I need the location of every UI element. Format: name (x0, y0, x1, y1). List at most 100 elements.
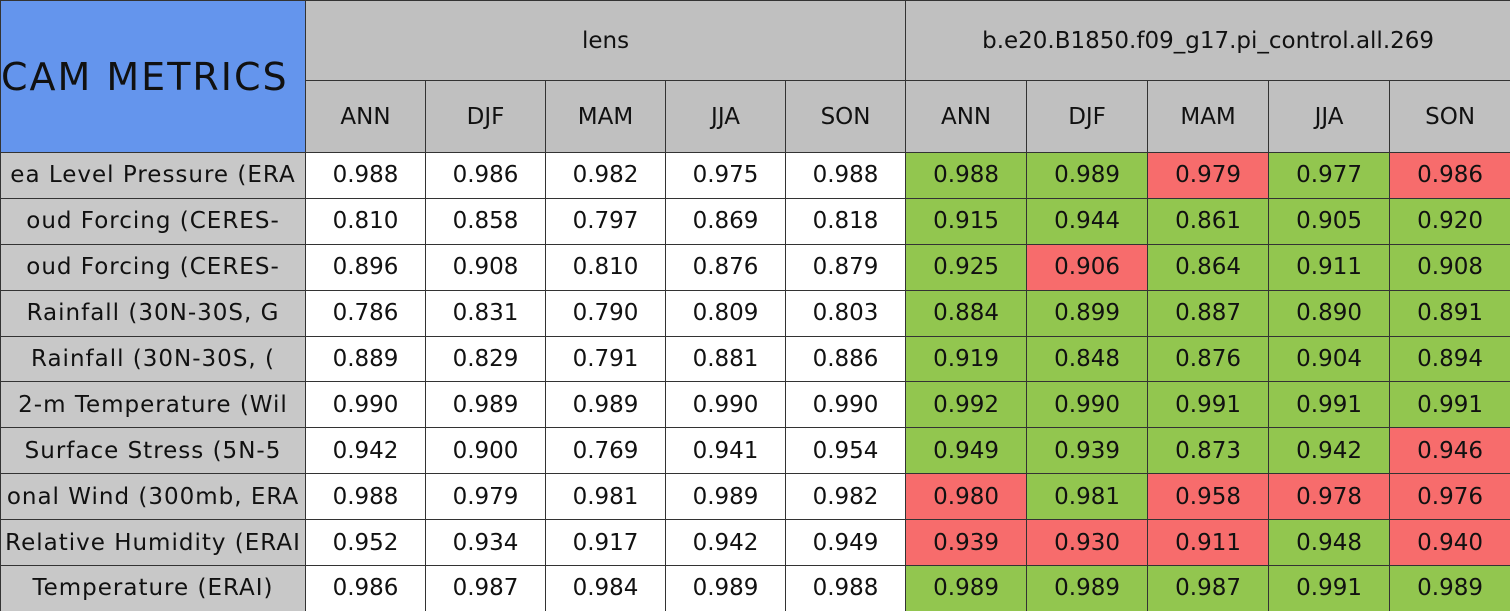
run-cell: 0.920 (1389, 197, 1510, 245)
lens-cell: 0.879 (784, 243, 907, 291)
group-header: lens (304, 0, 907, 81)
run-cell: 0.989 (905, 565, 1028, 611)
data-row: Relative Humidity (ERAI 0.952 0.934 0.917 0.… (0, 519, 1510, 567)
run-cell: 0.894 (1389, 335, 1510, 383)
run-cell: 0.911 (1268, 243, 1391, 291)
run-cell: 0.992 (905, 381, 1028, 429)
lens-cell: 0.975 (665, 152, 786, 199)
run-cell: 0.978 (1268, 473, 1391, 521)
run-cell: 0.989 (1389, 565, 1510, 611)
run-cell: 0.906 (1026, 243, 1149, 291)
row-label: oud Forcing (CERES- (0, 243, 306, 291)
lens-cell: 0.908 (425, 243, 546, 291)
lens-cell: 0.803 (784, 289, 907, 337)
lens-cell: 0.988 (305, 473, 426, 521)
run-cell: 0.911 (1147, 519, 1270, 567)
row-label: Relative Humidity (ERAI (0, 519, 306, 567)
data-row: Rainfall (30N-30S, (0.889 0.829 0.791 0.881… (0, 335, 1510, 383)
data-row: Rainfall (30N-30S, G 0.786 0.831 0.790 0.809… (0, 289, 1510, 337)
lens-cell: 0.791 (545, 335, 666, 383)
season-header: DJF (1026, 80, 1149, 153)
run-cell: 0.944 (1026, 197, 1149, 245)
run-cell: 0.990 (1026, 381, 1149, 429)
group-header-row: CAM METRICS lens b.e20.B1850.f09_g17.pi_c… (0, 0, 1510, 153)
lens-cell: 0.982 (784, 473, 907, 521)
run-cell: 0.899 (1026, 289, 1149, 337)
lens-cell: 0.769 (545, 427, 666, 475)
season-header: JJA (1268, 80, 1391, 153)
lens-cell: 0.990 (305, 381, 426, 429)
run-cell: 0.930 (1026, 519, 1149, 567)
lens-cell: 0.858 (425, 197, 546, 245)
lens-cell: 0.986 (425, 152, 546, 199)
lens-cell: 0.869 (665, 197, 786, 245)
lens-cell: 0.952 (305, 519, 426, 567)
season-header: DJF (425, 80, 546, 153)
run-cell: 0.890 (1268, 289, 1391, 337)
season-header: JJA (665, 80, 786, 153)
run-cell: 0.991 (1147, 381, 1270, 429)
row-label: ea Level Pressure (ERA (0, 152, 306, 199)
lens-cell: 0.989 (425, 381, 546, 429)
run-cell: 0.986 (1389, 152, 1510, 199)
lens-cell: 0.941 (665, 427, 786, 475)
lens-cell: 0.949 (784, 519, 907, 567)
lens-cell: 0.981 (545, 473, 666, 521)
run-cell: 0.939 (1026, 427, 1149, 475)
data-row: ea Level Pressure (ERA 0.988 0.986 0.982 0.9… (0, 152, 1510, 199)
lens-cell: 0.989 (665, 473, 786, 521)
group-header: b.e20.B1850.f09_g17.pi_control.all.269 (905, 0, 1510, 81)
data-row: Surface Stress (5N-5 0.942 0.900 0.769 0.941… (0, 427, 1510, 475)
run-cell: 0.979 (1147, 152, 1270, 199)
run-cell: 0.887 (1147, 289, 1270, 337)
run-cell: 0.876 (1147, 335, 1270, 383)
lens-cell: 0.990 (665, 381, 786, 429)
run-cell: 0.925 (905, 243, 1028, 291)
run-cell: 0.942 (1268, 427, 1391, 475)
run-cell: 0.915 (905, 197, 1028, 245)
season-header: MAM (545, 80, 666, 153)
lens-cell: 0.989 (665, 565, 786, 611)
run-cell: 0.976 (1389, 473, 1510, 521)
run-cell: 0.949 (905, 427, 1028, 475)
run-cell: 0.891 (1389, 289, 1510, 337)
lens-cell: 0.810 (305, 197, 426, 245)
lens-cell: 0.987 (425, 565, 546, 611)
lens-cell: 0.786 (305, 289, 426, 337)
run-cell: 0.988 (905, 152, 1028, 199)
season-header: ANN (905, 80, 1028, 153)
run-cell: 0.873 (1147, 427, 1270, 475)
lens-cell: 0.979 (425, 473, 546, 521)
lens-cell: 0.810 (545, 243, 666, 291)
lens-cell: 0.984 (545, 565, 666, 611)
row-label: Rainfall (30N-30S, G (0, 289, 306, 337)
lens-cell: 0.990 (784, 381, 907, 429)
lens-cell: 0.988 (784, 565, 907, 611)
run-cell: 0.904 (1268, 335, 1391, 383)
lens-cell: 0.797 (545, 197, 666, 245)
run-cell: 0.991 (1268, 381, 1391, 429)
data-row: oud Forcing (CERES- 0.810 0.858 0.797 0.869 0… (0, 197, 1510, 245)
lens-cell: 0.896 (305, 243, 426, 291)
lens-cell: 0.881 (665, 335, 786, 383)
row-label: Rainfall (30N-30S, ( (0, 335, 306, 383)
data-row: oud Forcing (CERES- 0.896 0.908 0.810 0.876 0… (0, 243, 1510, 291)
run-cell: 0.981 (1026, 473, 1149, 521)
run-cell: 0.991 (1389, 381, 1510, 429)
lens-cell: 0.876 (665, 243, 786, 291)
lens-cell: 0.790 (545, 289, 666, 337)
lens-cell: 0.988 (784, 152, 907, 199)
lens-cell: 0.982 (545, 152, 666, 199)
lens-cell: 0.942 (305, 427, 426, 475)
lens-cell: 0.988 (305, 152, 426, 199)
run-cell: 0.884 (905, 289, 1028, 337)
run-cell: 0.946 (1389, 427, 1510, 475)
row-label: Surface Stress (5N-5 (0, 427, 306, 475)
season-header: ANN (305, 80, 426, 153)
run-cell: 0.905 (1268, 197, 1391, 245)
run-cell: 0.919 (905, 335, 1028, 383)
lens-cell: 0.986 (305, 565, 426, 611)
lens-cell: 0.942 (665, 519, 786, 567)
